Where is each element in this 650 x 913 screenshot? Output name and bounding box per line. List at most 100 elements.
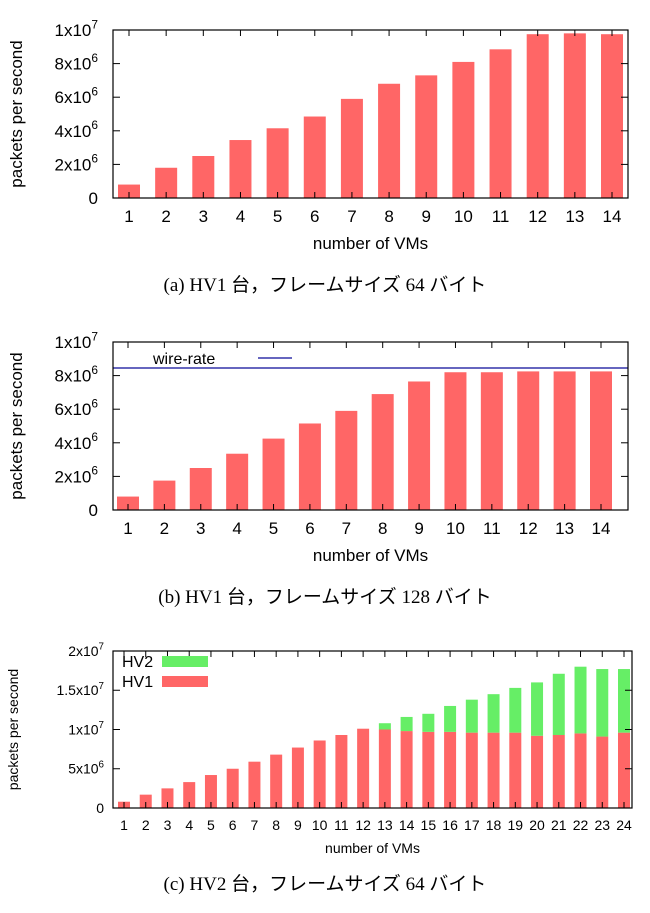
bar-series-5 <box>262 438 285 510</box>
bar-series-3 <box>189 468 212 510</box>
bar-series-7 <box>335 410 358 510</box>
legend-label-hv1: HV1 <box>122 674 153 691</box>
ytick-label: 1.5x107 <box>57 681 105 698</box>
xtick-label: 24 <box>616 817 632 833</box>
xtick-label: 5 <box>207 817 215 833</box>
bar-hv2-17 <box>465 699 478 733</box>
bar-series-1 <box>118 184 140 198</box>
bar-series-7 <box>340 98 363 198</box>
bar-series-10 <box>452 61 475 198</box>
bar-series-5 <box>266 128 289 198</box>
bar-series-13 <box>553 371 576 510</box>
legend-label-hv2: HV2 <box>122 654 153 671</box>
bar-hv1-24 <box>618 732 630 808</box>
bar-series-11 <box>480 372 503 510</box>
y-axis-title: packets per second <box>5 669 21 790</box>
bar-hv1-6 <box>226 768 239 808</box>
ytick-label: 2x107 <box>68 642 104 659</box>
bar-hv1-18 <box>487 732 500 808</box>
bar-series-4 <box>229 140 252 198</box>
xtick-label: 8 <box>272 817 280 833</box>
bar-hv2-19 <box>509 687 522 733</box>
xtick-label: 12 <box>519 519 538 538</box>
bar-hv1-7 <box>248 761 261 808</box>
xtick-label: 6 <box>305 519 314 538</box>
xtick-label: 13 <box>565 207 584 226</box>
xtick-label: 12 <box>528 207 547 226</box>
bar-hv1-2 <box>139 794 152 808</box>
xtick-label: 13 <box>555 519 574 538</box>
xtick-label: 21 <box>551 817 567 833</box>
bar-series-10 <box>444 372 467 510</box>
ytick-label: 8x106 <box>55 51 99 74</box>
legend-label-wire-rate: wire-rate <box>152 351 215 368</box>
xtick-label: 1 <box>123 519 132 538</box>
ytick-label: 6x106 <box>55 397 99 420</box>
ytick-label: 1x107 <box>55 329 99 352</box>
ytick-label: 4x106 <box>55 118 99 141</box>
bar-hv1-12 <box>357 728 370 808</box>
xtick-label: 15 <box>421 817 437 833</box>
xtick-label: 4 <box>185 817 193 833</box>
plot-frame <box>112 29 629 199</box>
y-axis-title: packets per second <box>7 40 26 187</box>
bar-hv2-13 <box>378 723 391 730</box>
xtick-label: 10 <box>312 817 328 833</box>
bar-series-9 <box>408 381 431 510</box>
bar-hv1-5 <box>204 775 217 808</box>
bar-series-14 <box>601 34 623 199</box>
xtick-label: 6 <box>310 207 319 226</box>
xtick-label: 3 <box>196 519 205 538</box>
xtick-label: 9 <box>294 817 302 833</box>
xtick-label: 10 <box>446 519 465 538</box>
xtick-label: 3 <box>199 207 208 226</box>
bar-hv1-21 <box>552 734 565 808</box>
x-axis-title: number of VMs <box>325 840 420 856</box>
bar-hv1-15 <box>422 731 435 808</box>
xtick-label: 11 <box>334 817 349 833</box>
xtick-label: 8 <box>384 207 393 226</box>
xtick-label: 2 <box>160 519 169 538</box>
xtick-label: 7 <box>347 207 356 226</box>
bar-series-14 <box>590 371 612 510</box>
xtick-label: 18 <box>486 817 502 833</box>
bar-series-8 <box>378 83 401 198</box>
xtick-label: 16 <box>442 817 458 833</box>
legend-swatch-hv1 <box>162 676 208 687</box>
bar-series-12 <box>526 34 549 199</box>
ytick-label: 2x106 <box>55 152 99 175</box>
xtick-label: 1 <box>120 817 128 833</box>
xtick-label: 20 <box>529 817 545 833</box>
bar-hv1-17 <box>465 732 478 808</box>
bar-series-2 <box>155 167 178 198</box>
bar-series-13 <box>563 33 586 198</box>
bar-hv2-16 <box>444 705 457 732</box>
xtick-label: 6 <box>229 817 237 833</box>
bar-series-12 <box>517 371 540 510</box>
xtick-label: 5 <box>273 207 282 226</box>
bar-hv2-18 <box>487 694 500 733</box>
bar-hv1-10 <box>313 740 326 808</box>
bar-hv2-20 <box>531 682 544 736</box>
bar-hv1-20 <box>531 735 544 808</box>
xtick-label: 14 <box>603 207 622 226</box>
xtick-label: 7 <box>342 519 351 538</box>
figure-caption: (a) HV1 台，フレームサイズ 64 バイト <box>164 274 487 296</box>
ytick-label: 2x106 <box>55 464 99 487</box>
bar-hv2-14 <box>400 716 413 732</box>
ytick-label: 1x107 <box>68 720 104 737</box>
bar-hv1-16 <box>444 731 457 808</box>
xtick-label: 3 <box>164 817 172 833</box>
bar-hv1-4 <box>183 782 196 808</box>
ytick-label: 0 <box>89 189 98 208</box>
bar-hv2-21 <box>552 673 565 735</box>
bar-hv1-13 <box>378 729 391 808</box>
x-axis-title: number of VMs <box>313 546 428 565</box>
xtick-label: 5 <box>269 519 278 538</box>
xtick-label: 10 <box>454 207 473 226</box>
bar-hv2-24 <box>618 669 630 733</box>
ytick-label: 0 <box>96 800 104 816</box>
